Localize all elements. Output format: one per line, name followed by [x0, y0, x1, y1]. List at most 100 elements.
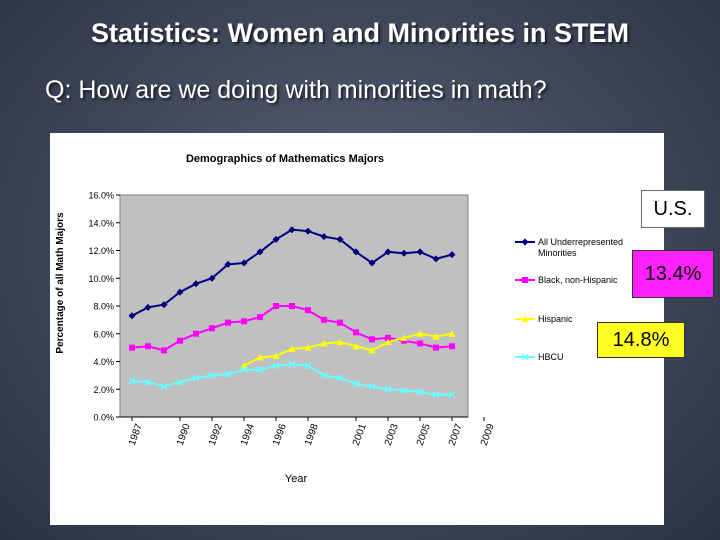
- legend-label-line: All Underrepresented: [538, 237, 623, 247]
- hispanic-callout: 14.8%: [597, 322, 685, 358]
- data-point: [416, 388, 424, 396]
- data-point: [320, 371, 328, 379]
- data-point: [224, 260, 232, 268]
- y-tick-label: 4.0%: [93, 357, 114, 367]
- data-point: [176, 378, 184, 386]
- data-point: [400, 249, 408, 257]
- data-point: [417, 340, 423, 347]
- legend-label-3: HBCU: [538, 352, 564, 362]
- x-tick-label: 1992: [207, 422, 225, 447]
- y-tick-label: 14.0%: [88, 218, 114, 228]
- data-point: [128, 377, 136, 385]
- data-point: [288, 345, 296, 353]
- data-point: [384, 248, 392, 256]
- data-point: [192, 280, 200, 288]
- us-callout-text: U.S.: [653, 198, 693, 220]
- data-point: [368, 259, 376, 267]
- data-point: [240, 366, 248, 374]
- y-tick-label: 16.0%: [88, 191, 114, 201]
- y-axis-label: Percentage of all Math Majors: [55, 212, 66, 354]
- data-point: [432, 255, 440, 263]
- x-tick-label: 1994: [239, 422, 257, 447]
- legend-marker-0: [521, 238, 529, 246]
- data-point: [144, 303, 152, 311]
- data-point: [304, 227, 312, 235]
- x-tick-label: 1987: [127, 422, 145, 447]
- hispanic-callout-text: 14.8%: [612, 329, 670, 351]
- data-point: [145, 343, 151, 350]
- x-tick-label: 2009: [479, 422, 497, 447]
- data-point: [256, 353, 264, 361]
- data-point: [304, 362, 312, 370]
- data-point: [400, 334, 408, 341]
- data-point: [256, 248, 264, 256]
- y-tick-label: 8.0%: [93, 302, 114, 312]
- slide-title: Statistics: Women and Minorities in STEM: [90, 18, 630, 48]
- line-chart: Demographics of Mathematics Majors Perce…: [55, 153, 623, 485]
- data-point: [385, 334, 391, 341]
- data-point: [192, 374, 200, 382]
- data-point: [337, 319, 343, 326]
- data-point: [208, 371, 216, 379]
- data-point: [336, 235, 344, 243]
- data-point: [432, 391, 440, 399]
- x-tick-label: 2003: [383, 422, 401, 447]
- legend-label-2: Hispanic: [538, 314, 573, 324]
- data-point: [256, 366, 264, 374]
- x-tick-label: 2007: [447, 422, 465, 447]
- y-tick-label: 2.0%: [93, 385, 114, 395]
- data-point: [320, 339, 328, 347]
- chart-title: Demographics of Mathematics Majors: [186, 153, 384, 165]
- data-point: [273, 303, 279, 309]
- x-axis-label: Year: [285, 473, 308, 485]
- data-point: [352, 248, 360, 256]
- data-point: [257, 314, 263, 321]
- data-point: [305, 307, 311, 314]
- data-point: [448, 391, 456, 399]
- data-point: [161, 347, 167, 354]
- x-tick-label: 1990: [175, 422, 193, 447]
- legend-label-0: All Underrepresented Minorities: [538, 237, 623, 258]
- x-tick-label: 1996: [271, 422, 289, 447]
- y-tick-label: 12.0%: [88, 246, 114, 256]
- data-point: [241, 318, 247, 325]
- data-point: [208, 274, 216, 282]
- legend-label-line: Minorities: [538, 248, 577, 258]
- data-point: [272, 235, 280, 243]
- data-point: [384, 338, 392, 346]
- data-point: [336, 374, 344, 382]
- data-point: [288, 226, 296, 234]
- data-point: [209, 325, 215, 332]
- data-point: [448, 251, 456, 259]
- data-point: [160, 301, 168, 309]
- data-point: [352, 342, 360, 350]
- us-callout: U.S.: [641, 190, 705, 228]
- data-point: [321, 316, 327, 323]
- legend-marker-2: [521, 315, 529, 322]
- black-callout: 13.4%: [632, 250, 714, 298]
- data-point: [193, 330, 199, 337]
- data-point: [128, 312, 136, 320]
- legend-marker-3: [521, 353, 529, 361]
- data-point: [288, 360, 296, 368]
- footer-note: without permission.: [312, 512, 408, 524]
- legend-label-1: Black, non-Hispanic: [538, 275, 618, 285]
- data-point: [448, 330, 456, 337]
- data-point: [177, 337, 183, 344]
- data-point: [416, 330, 424, 337]
- data-point: [432, 333, 440, 340]
- x-tick-label: 2001: [351, 422, 369, 447]
- data-point: [129, 344, 135, 351]
- data-point: [240, 259, 248, 267]
- y-tick-label: 6.0%: [93, 329, 114, 339]
- data-point: [272, 362, 280, 370]
- slide-question: Q: How are we doing with minorities in m…: [45, 76, 547, 104]
- data-point: [433, 344, 439, 351]
- series-line-2: [243, 332, 453, 367]
- y-tick-label: 0.0%: [93, 413, 114, 423]
- data-point: [176, 288, 184, 296]
- data-point: [272, 352, 280, 359]
- x-tick-label: 1998: [303, 422, 321, 447]
- data-point: [368, 382, 376, 391]
- data-point: [449, 343, 455, 350]
